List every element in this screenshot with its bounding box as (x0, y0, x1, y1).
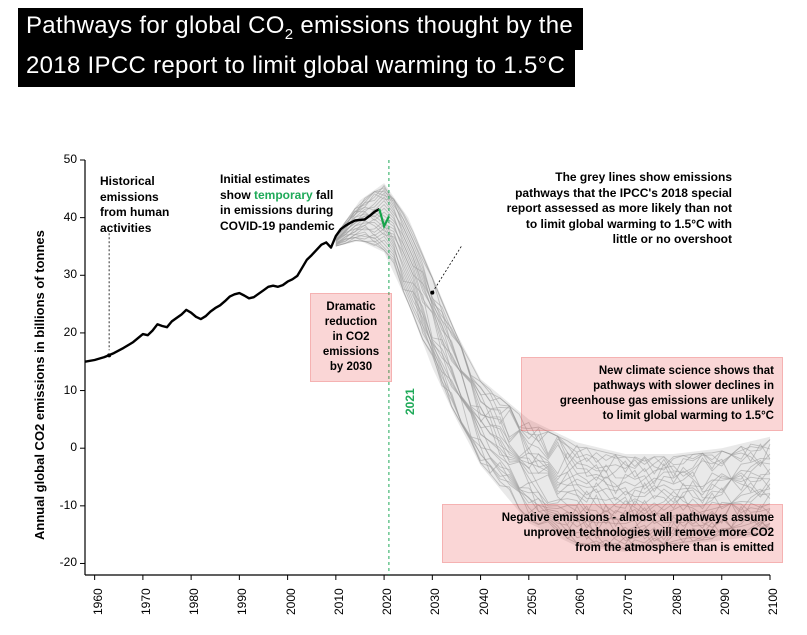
x-tick: 1990 (235, 588, 249, 615)
y-tick: -20 (60, 555, 77, 569)
x-tick: 2030 (428, 588, 442, 615)
y-tick: 10 (64, 383, 77, 397)
x-tick: 2010 (332, 588, 346, 615)
y-tick: 50 (64, 152, 77, 166)
redbox-negative-emissions: Negative emissions - almost all pathways… (442, 504, 783, 563)
annotation-covid: Initial estimates show temporary fall in… (220, 172, 380, 234)
x-tick: 2060 (573, 588, 587, 615)
y-tick: -10 (60, 498, 77, 512)
annotation-grey-lines: The grey lines show emissions pathways t… (472, 170, 732, 248)
redbox-slower-declines: New climate science shows that pathways … (521, 357, 783, 431)
y-axis-label: Annual global CO2 emissions in billions … (32, 230, 47, 540)
y-tick: 30 (64, 267, 77, 281)
x-tick: 1980 (187, 588, 201, 615)
x-tick: 1970 (139, 588, 153, 615)
x-tick: 2000 (284, 588, 298, 615)
annotation-historical: Historical emissions from human activiti… (100, 174, 180, 236)
redbox-2030: Dramatic reduction in CO2 emissions by 2… (310, 293, 392, 382)
x-tick: 2050 (525, 588, 539, 615)
x-tick: 1960 (91, 588, 105, 615)
x-tick: 2080 (670, 588, 684, 615)
y-tick: 0 (70, 440, 77, 454)
ref-year-label: 2021 (403, 388, 417, 415)
y-tick: 20 (64, 325, 77, 339)
x-tick: 2100 (766, 588, 780, 615)
x-tick: 2020 (380, 588, 394, 615)
x-tick: 2040 (477, 588, 491, 615)
x-tick: 2090 (718, 588, 732, 615)
y-tick: 40 (64, 210, 77, 224)
x-tick: 2070 (621, 588, 635, 615)
